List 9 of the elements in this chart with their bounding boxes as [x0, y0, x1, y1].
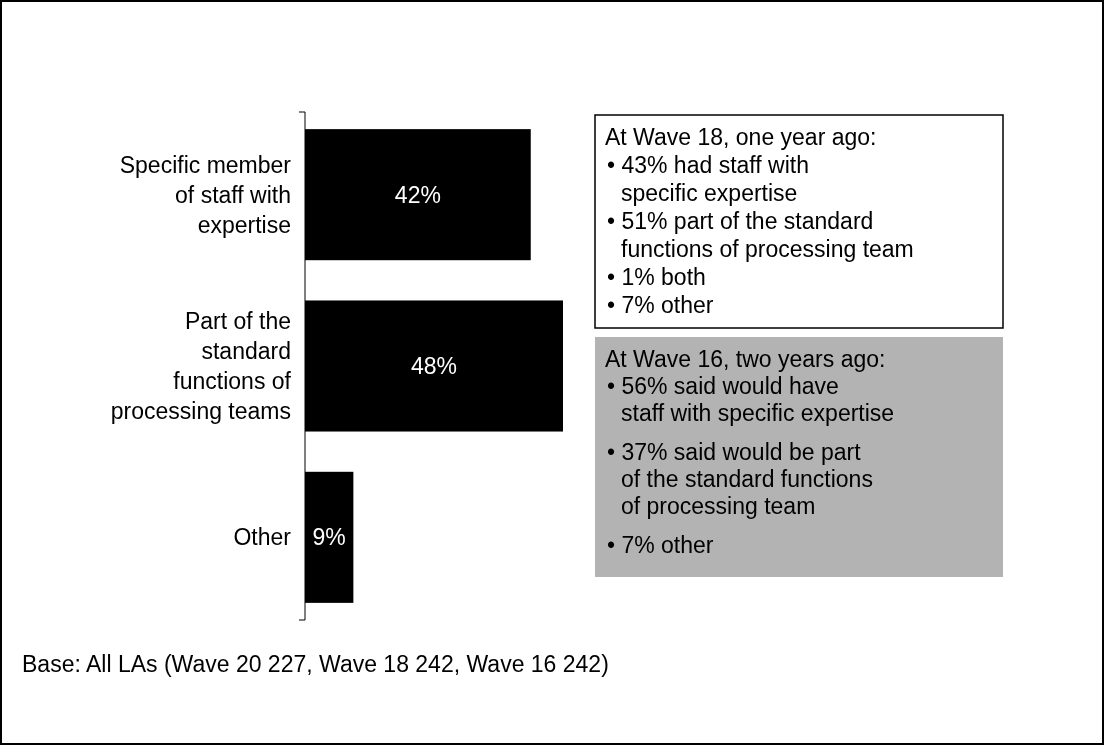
data-label: 9% [312, 524, 346, 551]
text: At Wave 16, two years ago: • 56% said would have staff with specific expertise • 37% said would be part of the standard functions of processing team • 7% other [605, 346, 895, 558]
text: Base: All LAs (Wave 20 227, Wave 18 242, Wave 16 242) [22, 651, 609, 677]
y-tick-label: Specific member of staff with expertise [119, 151, 292, 238]
y-tick-label: Part of the standard functions of processing teams [110, 308, 292, 424]
data-label: 42% [394, 181, 441, 208]
data-label: 48% [410, 353, 458, 379]
y-tick-label: Other [233, 524, 292, 551]
text: At Wave 18, one year ago: • 43% had staff with specific expertise • 51% part of the standard functions of processing team • 1% both • 7% other [605, 124, 914, 318]
